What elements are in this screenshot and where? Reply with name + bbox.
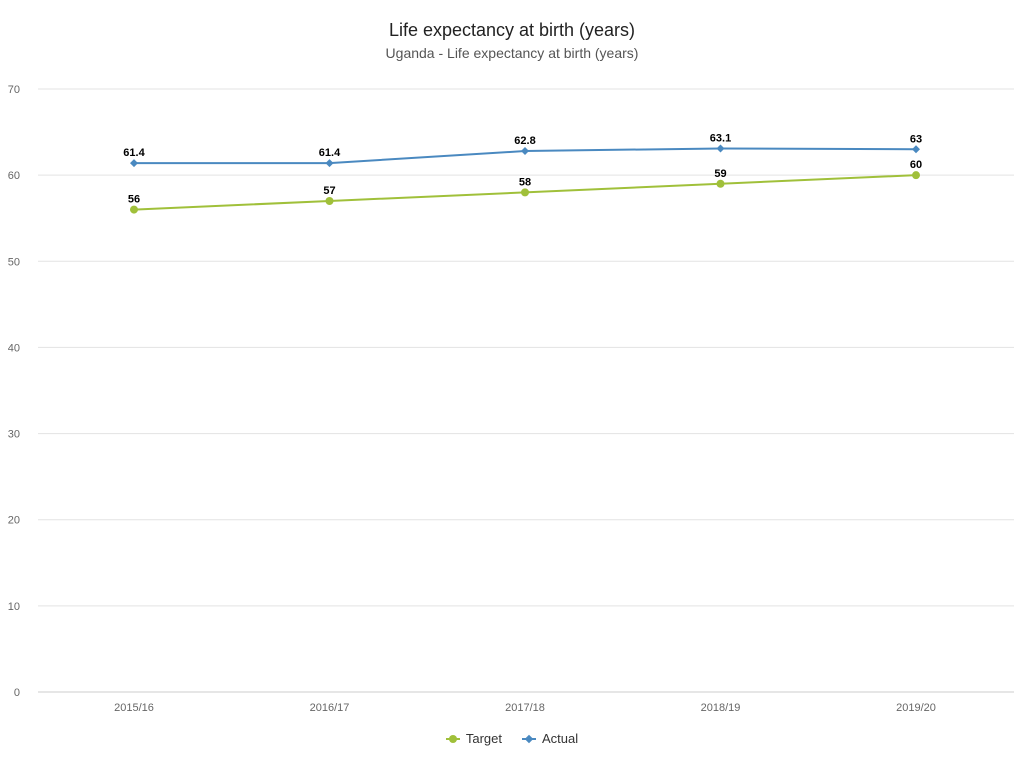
data-point-target[interactable] xyxy=(130,205,138,214)
diamond-marker-icon xyxy=(522,734,536,744)
data-point-actual[interactable] xyxy=(716,144,725,153)
y-tick-label: 0 xyxy=(14,687,20,699)
chart-title: Life expectancy at birth (years) xyxy=(388,20,636,40)
data-point-actual[interactable] xyxy=(130,159,138,168)
data-label-target: 57 xyxy=(323,185,335,197)
x-tick-label: 2019/20 xyxy=(896,702,936,714)
data-label-actual: 63.1 xyxy=(710,132,731,144)
data-label-actual: 63 xyxy=(910,133,922,145)
y-tick-label: 10 xyxy=(8,601,20,613)
data-label-actual: 62.8 xyxy=(514,135,535,147)
x-tick-label: 2016/17 xyxy=(310,702,350,714)
data-label-target: 58 xyxy=(519,176,531,188)
data-point-target[interactable] xyxy=(325,196,334,205)
legend-label-target: Target xyxy=(465,731,502,746)
y-tick-label: 40 xyxy=(8,342,20,354)
legend: Target Actual xyxy=(0,731,1024,746)
data-point-actual[interactable] xyxy=(521,147,529,156)
data-label-target: 60 xyxy=(910,159,922,171)
legend-item-target[interactable]: Target xyxy=(445,731,502,746)
chart-subtitle: Uganda - Life expectancy at birth (years… xyxy=(385,45,639,61)
y-tick-label: 70 xyxy=(8,84,20,96)
data-label-target: 59 xyxy=(714,168,726,180)
y-tick-label: 60 xyxy=(8,170,20,182)
x-tick-label: 2017/18 xyxy=(505,702,545,714)
x-tick-label: 2018/19 xyxy=(701,702,741,714)
data-point-actual[interactable] xyxy=(912,145,920,154)
data-label-target: 56 xyxy=(128,194,140,206)
grid-layer xyxy=(38,88,1014,693)
y-tick-label: 30 xyxy=(8,429,20,441)
legend-label-actual: Actual xyxy=(542,731,579,746)
data-point-actual[interactable] xyxy=(325,159,334,168)
data-label-actual: 61.4 xyxy=(319,147,341,159)
data-label-actual: 61.4 xyxy=(123,147,145,159)
y-tick-label: 50 xyxy=(8,256,20,268)
legend-item-actual[interactable]: Actual xyxy=(522,731,578,746)
circle-marker-icon xyxy=(445,734,460,744)
data-labels: 56 57 58 59 60 61.4 61.4 62.8 63.1 63 xyxy=(123,132,922,205)
series-layer xyxy=(130,144,920,214)
x-axis: 2015/16 2016/17 2017/18 2018/19 2019/20 xyxy=(114,702,936,714)
y-axis: 0 10 20 30 40 50 60 70 xyxy=(8,84,20,699)
data-point-target[interactable] xyxy=(521,188,529,197)
x-tick-label: 2015/16 xyxy=(114,702,154,714)
data-point-target[interactable] xyxy=(912,171,920,180)
data-point-target[interactable] xyxy=(716,179,725,188)
y-tick-label: 20 xyxy=(8,515,20,527)
